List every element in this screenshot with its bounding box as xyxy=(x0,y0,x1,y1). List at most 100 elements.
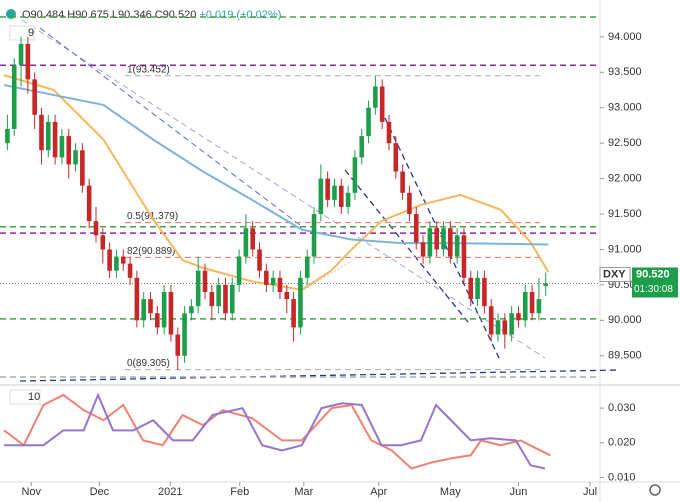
x-tick-label: May xyxy=(440,486,461,498)
candle-body xyxy=(529,291,535,314)
candle-body xyxy=(120,256,126,264)
candle-body xyxy=(195,270,201,307)
line-series xyxy=(3,74,550,291)
candle-body xyxy=(243,228,249,257)
candle-body xyxy=(141,299,146,321)
x-tick-label: Apr xyxy=(370,486,387,498)
y-tick-label: 91.000 xyxy=(608,243,642,255)
level-label: 82(90.889) xyxy=(127,246,175,257)
candle-body xyxy=(448,228,453,257)
candle-body xyxy=(482,277,487,307)
candle-body xyxy=(148,299,153,314)
candle-body xyxy=(536,299,542,314)
candle-body xyxy=(114,256,119,271)
candle-body xyxy=(488,306,494,335)
trendline xyxy=(21,19,546,359)
candle-body xyxy=(413,214,419,243)
y-tick-label: 0.010 xyxy=(608,471,636,483)
candle-body xyxy=(223,284,228,314)
symbol-badge xyxy=(599,266,631,282)
candle-body xyxy=(468,277,474,300)
candle-body xyxy=(502,320,508,335)
y-tick-label: 0.020 xyxy=(608,437,636,449)
candle-body xyxy=(257,249,262,271)
candle-body xyxy=(284,291,290,300)
countdown: 01:30:08 xyxy=(634,284,673,295)
candle-body xyxy=(461,235,467,278)
candle-body xyxy=(86,185,92,222)
candle-body xyxy=(52,121,58,158)
candle-body xyxy=(373,86,378,108)
candle-body xyxy=(270,277,276,285)
candle-body xyxy=(229,284,235,314)
candle-body xyxy=(277,277,283,292)
candle-body xyxy=(400,171,405,193)
candle-body xyxy=(5,128,10,144)
candle-body xyxy=(345,192,351,207)
candle-body xyxy=(311,214,317,257)
y-tick-label: 91.500 xyxy=(608,208,642,220)
ma-legend: 9 xyxy=(28,27,34,39)
x-tick-label: Dec xyxy=(90,486,110,498)
candle-body xyxy=(325,178,330,200)
symbol-label: DXY xyxy=(603,268,626,280)
change: +0.019 (+0.02%) xyxy=(199,9,281,21)
line-series xyxy=(3,393,551,470)
trendline xyxy=(299,261,351,293)
candle-body xyxy=(407,192,412,215)
candle-body xyxy=(420,242,426,257)
candle-body xyxy=(264,270,269,285)
price-badge xyxy=(632,267,678,298)
candle-body xyxy=(454,235,460,257)
candle-body xyxy=(80,150,85,186)
candle-body xyxy=(298,277,303,328)
level-label: 0.5(91.379) xyxy=(127,211,178,222)
candle-body xyxy=(175,334,181,356)
candle-body xyxy=(236,256,242,285)
candle-body xyxy=(338,185,344,207)
candle-body xyxy=(352,157,358,193)
high: H90.675 xyxy=(67,9,109,21)
candle-body xyxy=(134,277,140,321)
candle-body xyxy=(189,306,194,314)
close: C90.520 xyxy=(155,9,197,21)
candle-body xyxy=(393,143,399,172)
candle-body xyxy=(475,277,480,300)
gear[interactable] xyxy=(649,484,661,496)
x-tick-label: Feb xyxy=(230,486,249,498)
candle-body xyxy=(32,79,37,115)
candle-body xyxy=(379,86,385,122)
candle-body xyxy=(39,114,44,151)
x-tick-label: Nov xyxy=(21,486,41,498)
x-tick-label: Jul xyxy=(583,486,597,498)
line-series xyxy=(4,392,546,470)
y-tick-label: 94.000 xyxy=(608,31,642,43)
candle-body xyxy=(427,228,433,257)
x-tick-label: 2021 xyxy=(158,486,182,498)
trendline xyxy=(39,27,301,226)
y-tick-label: 90.000 xyxy=(608,314,642,326)
open: O90.484 xyxy=(22,9,64,21)
settings-icon[interactable] xyxy=(649,484,661,496)
candle-body xyxy=(107,249,112,271)
line-series xyxy=(3,84,549,246)
candle-body xyxy=(434,228,439,250)
y-tick-label: 89.500 xyxy=(608,350,642,362)
candle-body xyxy=(100,235,106,250)
candle-body xyxy=(66,136,72,165)
candle-body xyxy=(495,320,501,335)
candle-body xyxy=(202,270,208,292)
candle-body xyxy=(543,283,549,287)
candle-body xyxy=(59,136,65,158)
candle-body xyxy=(93,221,99,236)
candle-body xyxy=(522,291,528,321)
candle-body xyxy=(318,178,324,215)
candle-body xyxy=(516,313,521,321)
x-tick-label: Jun xyxy=(510,486,528,498)
candle-body xyxy=(359,136,365,158)
candle-body xyxy=(127,263,133,278)
y-tick-label: 0.030 xyxy=(608,402,636,414)
y-tick-label: 93.000 xyxy=(608,102,642,114)
indicator-legend: 10 xyxy=(28,391,40,403)
